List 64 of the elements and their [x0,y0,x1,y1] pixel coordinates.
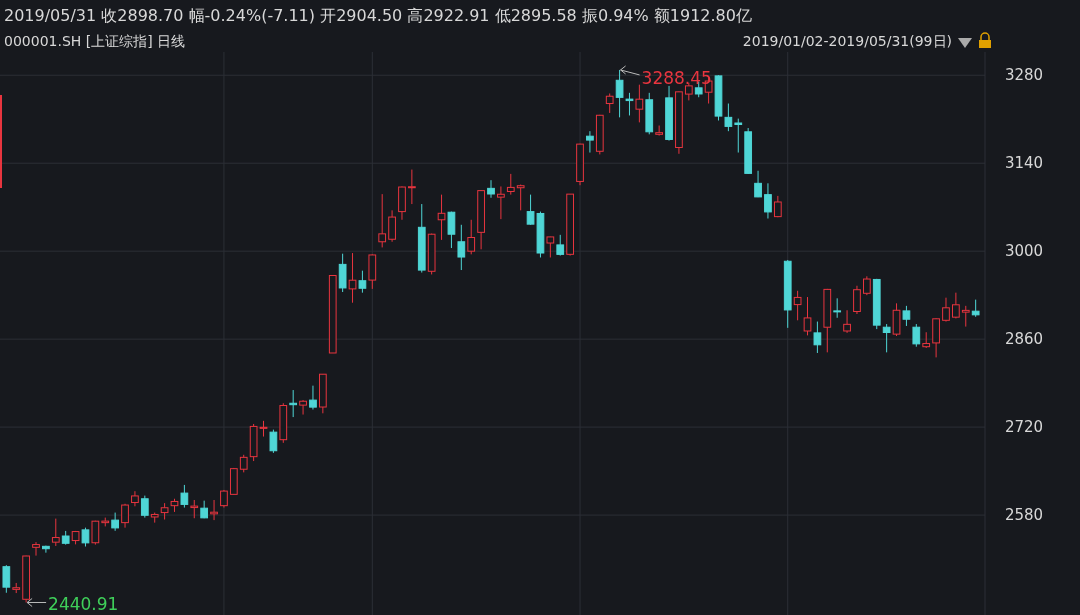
candlestick [882,323,891,353]
candlestick [605,92,614,114]
candlestick [2,564,11,594]
candlestick [269,429,278,454]
chart-title: 2019/05/31 收2898.70 幅-0.24%(-7.11) 开2904.50 高2922.91 低2895.58 振0.94% 额1912.80亿 [4,6,752,25]
annotation: 3288.45 [641,67,712,88]
candlestick [942,297,950,323]
chart-subtitle: 000001.SH [上证综指] 日线 [4,33,186,49]
candlestick [497,185,505,220]
y-tick-label: 3280 [1004,66,1044,85]
annotation: 2440.91 [48,594,119,615]
candlestick [902,305,911,327]
candlestick [51,518,60,547]
candlestick [180,484,189,509]
candlestick [625,92,634,116]
candlestick [487,179,495,199]
candlestick [833,297,842,319]
candlestick [813,321,822,354]
candlestick [724,103,733,132]
candlestick [408,169,416,205]
candlestick [378,193,387,248]
candlestick [803,296,812,336]
candlestick [131,490,139,507]
candlestick [358,270,367,294]
candlestick [32,541,40,557]
candlestick [655,125,664,137]
candlestick [338,253,347,293]
candlestick [437,194,446,241]
candlestick [299,399,307,416]
candlestick [586,130,594,154]
candlestick [961,305,970,328]
candlestick [506,173,515,196]
candlestick [843,309,851,334]
candlestick [111,512,119,532]
candlestick [556,234,565,257]
candlestick [912,323,921,348]
candlestick [863,275,871,296]
candlestick [388,209,396,243]
candlestick [42,545,50,554]
candlestick [853,285,861,315]
candlestick [309,385,317,411]
candlestick [635,84,644,123]
y-tick-label: 3140 [1004,154,1044,173]
y-tick-label: 2720 [1004,418,1044,437]
candlestick [734,118,743,154]
candlestick [190,499,199,519]
candlestick [952,292,960,319]
candlestick [140,495,149,519]
candlestick [447,211,456,249]
candlestick [764,182,772,220]
y-tick-label: 2860 [1004,330,1044,349]
candlestick [516,184,525,211]
candlestick [754,170,762,198]
y-tick-label: 3000 [1004,242,1044,261]
candlestick [615,69,624,118]
candlestick [892,302,901,337]
candlestick [793,290,802,321]
candlestick [546,236,555,258]
text: 2019/01/02-2019/05/31(99日) [742,33,952,49]
candlestick [457,224,466,271]
y-tick-label: 2580 [1004,506,1044,525]
candlestick [467,219,476,255]
candlestick [81,527,90,548]
candlestick [348,252,357,304]
